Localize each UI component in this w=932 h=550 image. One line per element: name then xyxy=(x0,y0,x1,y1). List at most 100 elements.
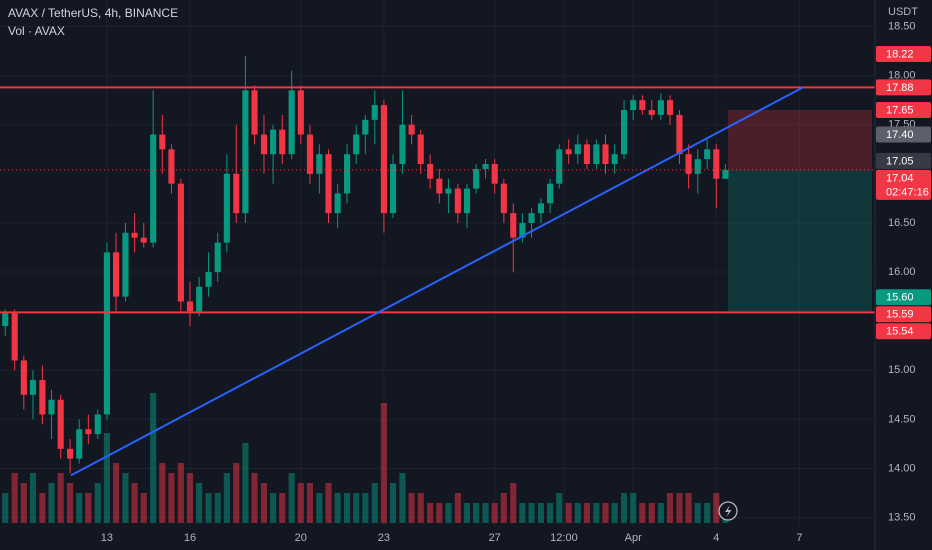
candle-body xyxy=(316,154,323,174)
volume-bar xyxy=(122,473,129,523)
price-badge-label: 17.04 xyxy=(886,172,914,184)
x-tick-label: 13 xyxy=(101,532,113,544)
volume-bar xyxy=(242,443,249,523)
candle-body xyxy=(583,144,590,165)
candle-body xyxy=(29,380,37,395)
replay-icon[interactable] xyxy=(718,501,738,521)
volume-bar xyxy=(103,433,110,523)
candle-body xyxy=(389,164,397,214)
volume-bar xyxy=(159,463,166,523)
candle-body xyxy=(260,134,268,155)
candle-body xyxy=(94,414,101,435)
y-tick-label: 16.50 xyxy=(888,217,916,229)
volume-bar xyxy=(177,463,184,523)
target-zone xyxy=(727,169,872,312)
volume-bar xyxy=(574,503,581,523)
volume-bar xyxy=(94,483,101,523)
volume-bar xyxy=(279,493,286,523)
candle-body xyxy=(454,188,461,214)
volume-bar xyxy=(565,503,572,523)
x-tick-label: Apr xyxy=(625,532,642,544)
volume-bar xyxy=(500,493,507,523)
volume-bar xyxy=(417,493,424,523)
candle-body xyxy=(639,100,646,110)
volume-bar xyxy=(186,473,194,523)
candle-body xyxy=(297,90,304,135)
volume-bar xyxy=(454,493,461,523)
volume-bar xyxy=(602,503,609,523)
candle-body xyxy=(399,124,406,165)
volume-bar xyxy=(205,493,212,523)
candle-body xyxy=(233,173,240,214)
price-badge xyxy=(876,289,931,306)
candle-body xyxy=(362,119,369,135)
price-badge-label: 18.22 xyxy=(886,48,914,60)
candle-body xyxy=(380,105,387,214)
volume-bar xyxy=(713,493,720,523)
volume-bar xyxy=(11,473,18,523)
y-tick-label: 16.00 xyxy=(888,266,916,278)
volume-bar xyxy=(593,503,600,523)
candle-body xyxy=(353,134,360,155)
candle-body xyxy=(48,399,55,415)
volume-bar xyxy=(85,493,92,523)
candle-body xyxy=(713,149,720,179)
volume-bar xyxy=(251,473,258,523)
candle-body xyxy=(223,173,230,243)
candle-body xyxy=(242,90,249,214)
candle-body xyxy=(574,144,581,155)
volume-bar xyxy=(67,483,74,523)
candle-body xyxy=(57,399,64,449)
volume-bar xyxy=(657,503,664,523)
candle-body xyxy=(177,183,184,302)
price-badge xyxy=(876,306,931,323)
volume-bar xyxy=(371,483,378,523)
volume-bar xyxy=(288,473,295,523)
position-layer xyxy=(727,110,872,312)
icon-bolt[interactable] xyxy=(725,505,732,517)
volume-bar xyxy=(491,503,498,523)
candle-body xyxy=(528,213,535,223)
volume-bar xyxy=(380,403,387,523)
volume-bar xyxy=(334,493,341,523)
volume-bar xyxy=(214,493,221,523)
volume-bar xyxy=(150,393,157,523)
volume-bar xyxy=(519,503,526,523)
candle-body xyxy=(648,110,655,115)
x-tick-label: 4 xyxy=(713,532,719,544)
volume-bar xyxy=(482,503,489,523)
candle-body xyxy=(565,149,572,155)
candle-body xyxy=(168,149,175,184)
volume-bar xyxy=(473,503,480,523)
price-badge xyxy=(876,46,931,63)
volume-bar xyxy=(427,503,434,523)
x-tick-label: 27 xyxy=(489,532,501,544)
y-tick-label: 15.00 xyxy=(888,364,916,376)
volume-bar xyxy=(408,493,415,523)
volume-bar xyxy=(344,493,351,523)
volume-bar xyxy=(685,493,692,523)
volume-bar xyxy=(270,493,277,523)
candle-body xyxy=(131,232,138,238)
candle-body xyxy=(463,188,471,214)
x-tick-label: 23 xyxy=(378,532,390,544)
price-badge-label: 15.54 xyxy=(886,326,914,338)
candle-body xyxy=(547,183,554,204)
y-tick-label: 18.00 xyxy=(888,70,916,82)
candle-body xyxy=(602,144,609,165)
candle-body xyxy=(214,242,221,273)
candle-body xyxy=(482,164,489,169)
volume-bar xyxy=(436,503,443,523)
candle-body xyxy=(270,129,277,155)
volume-bar xyxy=(362,493,369,523)
volume-bar xyxy=(325,483,332,523)
candle-body xyxy=(67,448,74,459)
volume-bar xyxy=(547,503,554,523)
y-tick-label: 14.00 xyxy=(888,462,916,474)
volume-bar xyxy=(399,473,406,523)
trend-line xyxy=(70,86,804,477)
candle-body xyxy=(103,252,110,415)
volume-bar xyxy=(260,483,268,523)
volume-bar xyxy=(639,503,646,523)
candle-body xyxy=(140,237,147,243)
